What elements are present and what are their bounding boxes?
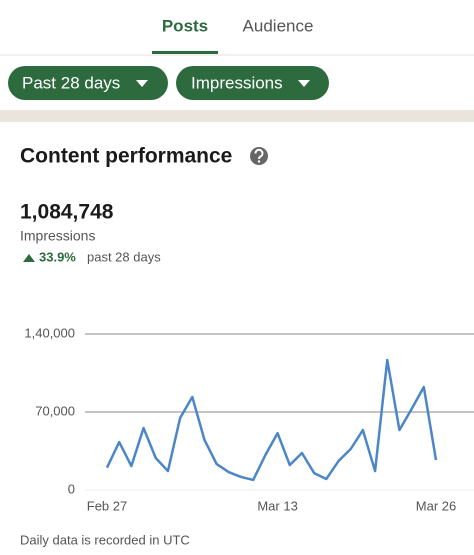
x-tick-label: Mar 26 <box>416 498 456 513</box>
total-value: 1,084,748 <box>20 201 114 224</box>
up-arrow <box>23 254 35 262</box>
metric-label: Impressions <box>20 228 95 244</box>
y-tick-label: 70,000 <box>35 403 75 418</box>
filter-period[interactable]: Past 28 days <box>8 66 168 100</box>
pill-label: Past 28 days <box>22 73 120 92</box>
footnote: Daily data is recorded in UTC <box>20 532 190 547</box>
caret <box>298 80 310 87</box>
pill <box>176 66 329 100</box>
help-icon[interactable] <box>250 147 268 165</box>
data-line <box>105 358 438 482</box>
x-tick-label: Feb 27 <box>87 498 127 513</box>
change-period: past 28 days <box>87 249 161 264</box>
tab-underline <box>152 51 218 54</box>
y-tick-label: 0 <box>68 481 75 496</box>
section-title: Content performance <box>20 145 232 168</box>
x-tick-label: Mar 13 <box>257 498 297 513</box>
tab-label: Posts <box>162 16 208 35</box>
pill-label: Impressions <box>191 73 283 92</box>
section-divider <box>0 110 474 122</box>
pill <box>8 66 168 100</box>
change-value: 33.9% <box>39 249 76 264</box>
chart: 0 70,000 1,40,000 Feb 27 Mar 13 Mar 26 <box>24 325 474 513</box>
help-circle <box>250 147 268 165</box>
tab-audience[interactable]: Audience <box>243 16 314 35</box>
help-dot <box>257 160 261 163</box>
help-glyph <box>254 148 264 160</box>
caret <box>136 80 148 87</box>
tab-posts[interactable]: Posts <box>152 16 218 54</box>
y-tick-label: 1,40,000 <box>24 325 75 340</box>
filter-metric[interactable]: Impressions <box>176 66 329 100</box>
